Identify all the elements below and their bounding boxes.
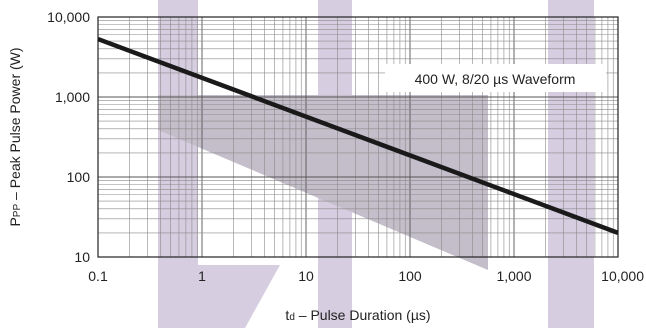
- x-tick-label: 0.1: [88, 268, 108, 284]
- y-tick-label: 1,000: [55, 89, 90, 105]
- annotation: 400 W, 8/20 µs Waveform: [385, 64, 606, 92]
- series-line: [97, 36, 619, 236]
- annotation-text: 400 W, 8/20 µs Waveform: [415, 71, 576, 87]
- x-tick-labels: 0.1 1 10 100 1,000 10,000: [88, 268, 644, 284]
- x-tick-label: 10,000: [601, 268, 644, 284]
- annotation-box: [385, 64, 606, 92]
- grid: [98, 17, 618, 257]
- y-tick-label: 10: [74, 249, 90, 265]
- y-tick-labels: 10 100 1,000 10,000: [47, 9, 90, 265]
- x-axis-title: td – Pulse Duration (µs): [285, 307, 430, 323]
- x-tick-label: 1: [198, 268, 206, 284]
- y-tick-label: 100: [67, 169, 91, 185]
- y-tick-label: 10,000: [47, 9, 90, 25]
- series-layer: [97, 36, 619, 236]
- x-tick-label: 10: [298, 268, 314, 284]
- y-axis-title: PPP – Peak Pulse Power (W): [7, 47, 23, 226]
- x-tick-label: 100: [398, 268, 422, 284]
- x-tick-label: 1,000: [496, 268, 531, 284]
- plot-frame: [97, 16, 619, 258]
